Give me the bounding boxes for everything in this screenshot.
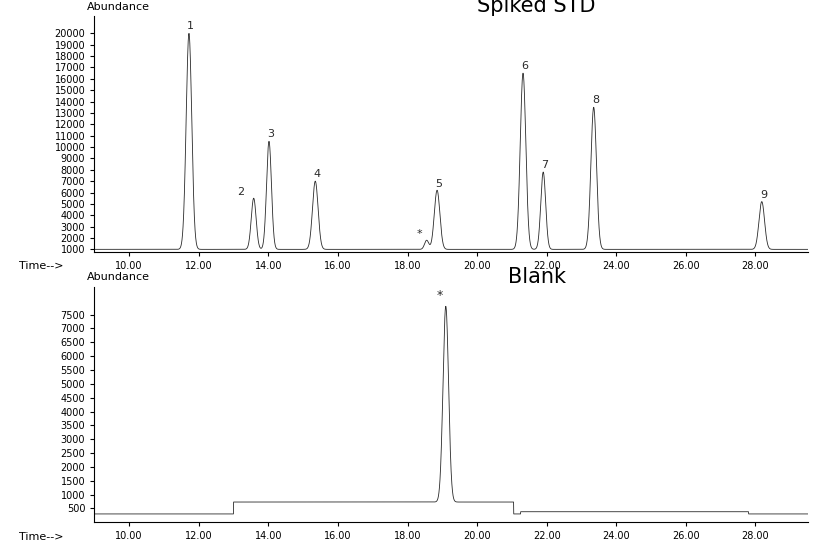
Text: 6: 6 — [521, 61, 527, 71]
Text: Abundance: Abundance — [87, 272, 150, 282]
Text: 9: 9 — [759, 190, 766, 200]
Text: Time-->: Time--> — [20, 261, 64, 271]
Text: 1: 1 — [187, 21, 194, 31]
Title: Blank: Blank — [507, 267, 565, 287]
Text: 5: 5 — [435, 178, 441, 189]
Text: Time-->: Time--> — [20, 531, 64, 542]
Text: Abundance: Abundance — [87, 2, 150, 11]
Text: 4: 4 — [313, 169, 320, 180]
Text: *: * — [437, 289, 442, 302]
Text: 3: 3 — [267, 129, 274, 139]
Text: 8: 8 — [591, 95, 598, 105]
Text: 2: 2 — [238, 187, 244, 197]
Title: Spiked STD: Spiked STD — [477, 0, 595, 16]
Text: *: * — [416, 229, 422, 239]
Text: 7: 7 — [541, 160, 548, 170]
